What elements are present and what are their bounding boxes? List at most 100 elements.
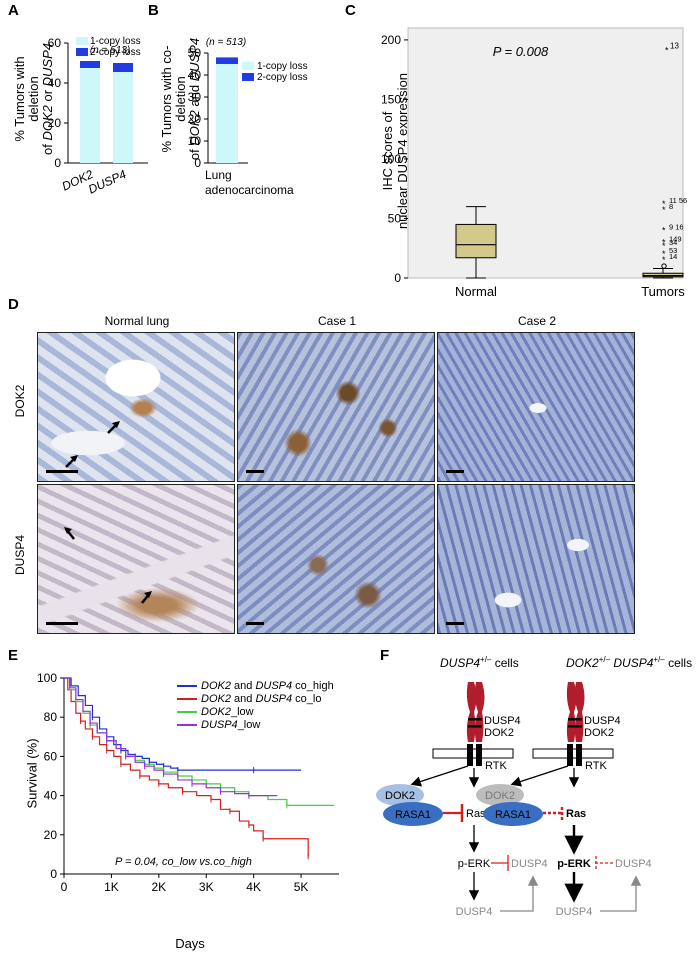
ytick-label: 100 (37, 671, 57, 685)
outlier-label: 14 (669, 252, 677, 261)
outlier-marker: * (662, 237, 666, 247)
legend-swatch-2copy (76, 48, 88, 56)
ytick-label: 0 (54, 156, 61, 170)
xlabel-line1: Lung (205, 168, 232, 182)
legend-dusp4-low: DUSP4_low (177, 719, 334, 732)
panel-e-xlabel: Days (175, 936, 205, 951)
left-scheme: DUSP4 DOK2 RTK DOK2 RASA1 Ras p-ERK DUSP… (376, 682, 548, 918)
bar-2copy-DUSP4 (113, 63, 133, 72)
xtick-label: 5K (294, 880, 309, 894)
legend-swatch-1copy (76, 37, 88, 45)
ytick-label: 40 (188, 68, 202, 82)
ytick-label: 20 (44, 828, 58, 842)
ytick-label: 0 (394, 271, 401, 285)
right-chrom-label-dusp4: DUSP4 (584, 715, 621, 727)
panel-e-pvalue: P = 0.04, co_low vs.co_high (115, 856, 252, 868)
ytick-label: 80 (44, 710, 58, 724)
xtick-label: 0 (61, 880, 68, 894)
ytick-label: 40 (48, 76, 62, 90)
km-curve-DUSP4_low (64, 677, 278, 797)
n-label: (n = 513) (206, 37, 246, 48)
plot-area (407, 27, 684, 279)
micrograph-normal-lung-dok2 (37, 332, 235, 482)
outlier-label-13: 13 (670, 42, 679, 51)
right-dok2-node (476, 784, 524, 806)
right-dok2-text: DOK2 (485, 790, 515, 802)
micrograph-case1-dok2 (237, 332, 435, 482)
left-dusp4-feedback-text: DUSP4 (511, 858, 548, 870)
row-label-dusp4: DUSP4 (13, 535, 27, 576)
right-ras-text: Ras (566, 808, 586, 820)
outlier-circle (661, 263, 667, 269)
xlabel-line2: adenocarcinoma (205, 183, 294, 197)
xtick-label: Normal (455, 284, 497, 299)
xtick-label: 3K (199, 880, 214, 894)
left-rasa1-node (383, 802, 443, 826)
panel-f-diagram: DUSP4 DOK2 RTK DOK2 RASA1 Ras p-ERK DUSP… (376, 682, 652, 918)
panel-label-a: A (8, 2, 19, 19)
bar-1copy (216, 64, 238, 163)
outlier-marker: * (662, 199, 666, 209)
col-header-normal-lung: Normal lung (104, 314, 170, 328)
panel-f-right-title: DOK2+/– DUSP4+/– cells (566, 655, 693, 670)
outlier-label: 11 56 (669, 196, 687, 205)
panel-label-f: F (380, 647, 390, 664)
ytick-label: 30 (188, 90, 202, 104)
left-rasa1-text: RASA1 (395, 809, 431, 821)
right-rasa1-node (483, 802, 543, 826)
outlier-label: 53 (669, 246, 677, 255)
km-curve-co_high (64, 677, 302, 771)
left-dok2-text: DOK2 (385, 790, 415, 802)
left-ras-text: Ras (466, 808, 486, 820)
right-rtk-label: RTK (585, 760, 607, 772)
left-chromosome (466, 682, 485, 742)
ytick-label: 60 (48, 36, 62, 50)
km-curve-DOK2_low (64, 677, 335, 806)
box-Normal (455, 223, 497, 259)
ytick-label: 50 (188, 46, 202, 60)
left-rtk-label: RTK (485, 760, 507, 772)
bar-2copy-DOK2 (80, 61, 100, 68)
right-dusp4-bottom-text: DUSP4 (556, 906, 593, 918)
micrograph-case2-dusp4 (437, 484, 635, 634)
left-dusp4-bottom-text: DUSP4 (456, 906, 493, 918)
legend-swatch-2copy (242, 73, 254, 81)
right-dusp4-feedback-text: DUSP4 (615, 858, 652, 870)
row-label-dok2: DOK2 (13, 384, 27, 418)
bar-2copy (216, 57, 238, 64)
micrograph-case2-dok2 (437, 332, 635, 482)
ytick-label: 150 (381, 92, 401, 106)
ytick-label: 0 (50, 867, 57, 881)
right-scheme: DUSP4 DOK2 RTK DOK2 RASA1 Ras p-ERK DUSP… (476, 682, 652, 918)
ytick-label: 20 (188, 112, 202, 126)
panel-label-d: D (8, 296, 19, 313)
xtick-label: 2K (151, 880, 166, 894)
outlier-marker: * (662, 205, 666, 215)
ytick-label: 60 (44, 749, 58, 763)
right-chromosome (566, 682, 585, 742)
outlier-label: 34 (669, 238, 677, 247)
ytick-label: 20 (48, 116, 62, 130)
left-chrom-label-dusp4: DUSP4 (484, 715, 521, 727)
col-header-case-2: Case 2 (517, 314, 557, 328)
panel-label-b: B (148, 2, 159, 19)
panel-label-e: E (8, 647, 19, 664)
outlier-marker: * (662, 255, 666, 265)
ytick-label: 0 (194, 156, 201, 170)
km-curve-co_lo (64, 677, 309, 857)
legend-label-1copy: 1-copy loss (257, 61, 308, 72)
left-dok2-node (376, 784, 424, 806)
ytick-label: 100 (381, 152, 401, 166)
legend-label-2copy: 2-copy loss (90, 47, 141, 58)
right-chrom-label-dok2: DOK2 (584, 727, 614, 739)
micrograph-case1-dusp4 (237, 484, 435, 634)
bar-1copy-DOK2 (80, 68, 100, 163)
ytick-label: 200 (381, 33, 401, 47)
panel-label-c: C (345, 2, 356, 19)
micrograph-normal-lung-dusp4 (37, 484, 235, 634)
col-header-case-1: Case 1 (317, 314, 357, 328)
n-label: (n = 513) (90, 45, 130, 56)
right-rasa1-text: RASA1 (495, 809, 531, 821)
right-perk-text: p-ERK (557, 858, 591, 870)
